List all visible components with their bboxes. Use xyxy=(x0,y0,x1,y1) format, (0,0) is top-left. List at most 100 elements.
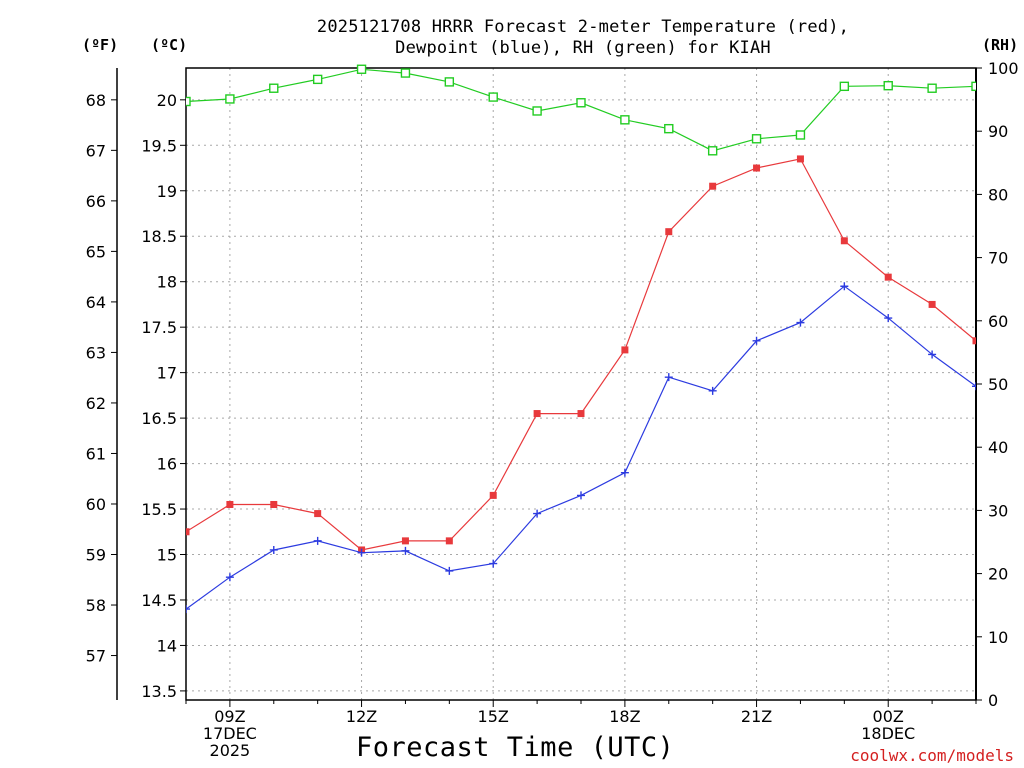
temperature-point xyxy=(709,182,717,190)
dewpoint-point xyxy=(928,350,937,359)
x-tick-label: 18Z xyxy=(609,707,640,726)
dewpoint-point xyxy=(796,318,805,327)
rh-point xyxy=(707,146,718,156)
dewpoint-point xyxy=(577,491,585,500)
dewpoint-point xyxy=(269,545,278,554)
dewpoint-point xyxy=(489,559,498,568)
temperature-point xyxy=(186,528,190,536)
rh-point xyxy=(356,64,367,74)
temperature-point xyxy=(840,237,848,245)
grid-lines xyxy=(186,68,976,700)
dewpoint-point xyxy=(533,509,542,518)
rh-point xyxy=(883,80,893,91)
x-tick-label: 09Z xyxy=(214,707,245,726)
rh-tick-label: 60 xyxy=(988,312,1008,331)
fahrenheit-tick-label: 58 xyxy=(86,596,106,615)
rh-tick-label: 40 xyxy=(988,438,1008,457)
rh-point xyxy=(444,77,455,87)
temperature-point xyxy=(401,537,409,545)
dewpoint-series xyxy=(186,282,976,614)
temperature-point xyxy=(796,155,804,163)
fahrenheit-tick-label: 57 xyxy=(86,647,106,666)
rh-tick-label: 80 xyxy=(988,185,1008,204)
rh-point xyxy=(186,96,191,107)
dewpoint-point xyxy=(225,573,234,582)
fahrenheit-tick-label: 64 xyxy=(86,293,106,312)
rh-tick-label: 10 xyxy=(988,628,1008,647)
rh-point xyxy=(751,134,762,144)
chart-title-line-1: 2025121708 HRRR Forecast 2-meter Tempera… xyxy=(316,17,850,37)
celsius-tick-label: 19 xyxy=(157,182,177,201)
rh-point xyxy=(971,81,976,92)
temperature-point xyxy=(884,273,892,281)
celsius-tick-label: 17.5 xyxy=(141,318,177,337)
rh-tick-label: 100 xyxy=(988,59,1019,78)
celsius-tick-label: 18.5 xyxy=(141,227,177,246)
celsius-tick-label: 20 xyxy=(157,91,177,110)
rh-point xyxy=(927,83,937,93)
fahrenheit-tick-label: 60 xyxy=(86,495,106,514)
x-tick-label: 21Z xyxy=(741,707,772,726)
fahrenheit-axis: 57 58 59 60 61 62 63 64 65 66 67 68 xyxy=(86,91,117,666)
dewpoint-point xyxy=(313,536,322,545)
rh-tick-label: 70 xyxy=(988,249,1008,268)
temperature-point xyxy=(972,337,976,345)
rh-point xyxy=(225,94,235,104)
x-tick-label: 15Z xyxy=(478,707,509,726)
temperature-point xyxy=(577,410,585,418)
plot-frame xyxy=(185,67,977,701)
temperature-point xyxy=(621,346,629,354)
rh-line xyxy=(186,68,976,152)
dewpoint-point xyxy=(708,386,717,395)
rh-axis: 0 10 20 30 40 50 60 70 80 90 100 xyxy=(976,59,1019,710)
dewpoint-point xyxy=(445,566,454,575)
celsius-tick-label: 17 xyxy=(157,364,177,383)
fahrenheit-tick-label: 63 xyxy=(86,343,106,362)
rh-point xyxy=(839,81,850,92)
rh-series xyxy=(186,64,976,156)
temperature-point xyxy=(753,164,761,172)
celsius-tick-label: 18 xyxy=(157,273,177,292)
rh-point xyxy=(400,68,411,78)
rh-point xyxy=(269,83,279,93)
celsius-unit-label: (ºC) xyxy=(151,36,188,54)
temperature-point xyxy=(314,510,322,518)
temperature-point xyxy=(533,410,541,418)
fahrenheit-tick-label: 66 xyxy=(86,192,106,211)
x-tick-label: 18DEC xyxy=(861,724,915,743)
fahrenheit-tick-label: 68 xyxy=(86,91,106,110)
celsius-tick-label: 19.5 xyxy=(141,136,177,155)
fahrenheit-tick-label: 59 xyxy=(86,546,106,565)
x-axis-label: Forecast Time (UTC) xyxy=(356,732,675,763)
celsius-tick-label: 15 xyxy=(157,546,177,565)
dewpoint-point xyxy=(884,314,893,323)
dewpoint-point xyxy=(401,546,410,555)
temperature-point xyxy=(445,537,453,545)
fahrenheit-unit-label: (ºF) xyxy=(82,36,119,54)
temperature-point xyxy=(665,228,673,236)
fahrenheit-tick-label: 61 xyxy=(86,444,106,463)
rh-point xyxy=(532,106,542,116)
rh-point xyxy=(620,115,630,125)
x-tick-label: 00Z xyxy=(873,707,904,726)
rh-tick-label: 0 xyxy=(988,691,998,710)
rh-point xyxy=(488,92,498,102)
celsius-tick-label: 15.5 xyxy=(141,500,177,519)
dewpoint-line xyxy=(186,285,976,610)
rh-point xyxy=(664,123,674,134)
dewpoint-point xyxy=(840,282,849,291)
dewpoint-point xyxy=(752,336,761,345)
rh-unit-label: (RH) xyxy=(982,36,1019,54)
dewpoint-point xyxy=(972,382,976,391)
rh-tick-label: 30 xyxy=(988,501,1008,520)
temperature-point xyxy=(226,500,234,508)
celsius-tick-label: 16.5 xyxy=(141,409,177,428)
rh-tick-label: 50 xyxy=(988,375,1008,394)
celsius-axis: 13.5 14 14.5 15 15.5 16 16.5 17 17.5 18 18.5 19 19.5… xyxy=(141,91,186,701)
dewpoint-point xyxy=(620,468,629,477)
credit-text[interactable]: coolwx.com/models xyxy=(850,746,1014,765)
celsius-tick-label: 14.5 xyxy=(141,591,177,610)
rh-point xyxy=(312,74,323,85)
